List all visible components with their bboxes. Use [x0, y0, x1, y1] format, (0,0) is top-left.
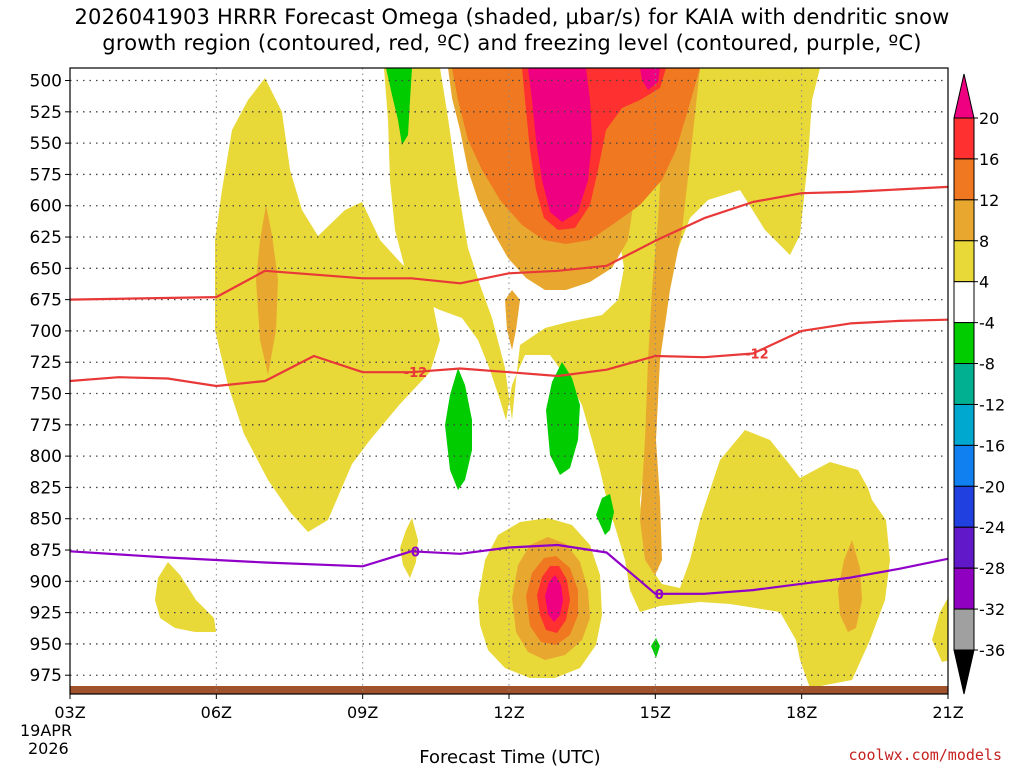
- colorbar-swatch: [953, 526, 975, 569]
- y-tick-label: 650: [30, 259, 62, 279]
- x-tick-label: 06Z: [201, 703, 232, 722]
- colorbar-label: -4: [979, 314, 995, 333]
- omega-green-14z: [596, 494, 614, 535]
- colorbar-swatch: [953, 567, 975, 610]
- y-tick-label: 600: [30, 197, 62, 217]
- colorbar-swatch: [953, 322, 975, 365]
- y-tick-label: 950: [30, 635, 62, 655]
- omega-gold-left: [256, 205, 278, 375]
- colorbar-swatch: [953, 158, 975, 201]
- colorbar-label: -20: [979, 477, 1005, 496]
- colorbar-swatch: [953, 608, 975, 651]
- x-tick-label: 03Z: [54, 703, 85, 722]
- colorbar-swatch: [953, 403, 975, 446]
- y-tick-label: 725: [30, 353, 62, 373]
- y-tick-label: 575: [30, 165, 62, 185]
- colorbar-label: -32: [979, 600, 1005, 619]
- omega-green-13z: [546, 362, 580, 475]
- colorbar-swatch: [953, 281, 975, 324]
- x-tick-label: 12Z: [493, 703, 524, 722]
- x-axis-label: Forecast Time (UTC): [419, 747, 601, 768]
- contour-line-1: [70, 318, 948, 388]
- x-tick-label: 21Z: [932, 703, 963, 722]
- colorbar: 20 16 12 8 4 -4 -8 -12 -16 -20 -24 -28 -32 -36: [953, 73, 1005, 695]
- contour-label: 0: [655, 588, 664, 603]
- colorbar-label: 16: [979, 150, 999, 169]
- x-start-date-line1: 19APR: [20, 721, 72, 740]
- y-tick-label: 825: [30, 478, 62, 498]
- y-tick-label: 675: [30, 291, 62, 311]
- y-tick-label: 500: [30, 72, 62, 92]
- x-axis: 03Z 06Z 09Z 12Z 15Z 18Z 21Z: [54, 694, 964, 722]
- omega-gold-right: [838, 540, 862, 632]
- y-tick-label: 750: [30, 385, 62, 405]
- omega-yellow-small: [400, 518, 418, 578]
- colorbar-swatch: [953, 485, 975, 528]
- y-tick-label: 775: [30, 416, 62, 436]
- colorbar-label: -16: [979, 436, 1005, 455]
- omega-magenta-center: [528, 68, 592, 222]
- y-tick-label: 550: [30, 134, 62, 154]
- x-start-date-line2: 2026: [28, 739, 69, 758]
- contour-line-0: [70, 185, 948, 301]
- omega-yellow-right-edge: [932, 598, 948, 662]
- chart-title: 2026041903 HRRR Forecast Omega (shaded, …: [0, 4, 1024, 56]
- y-tick-label: 700: [30, 322, 62, 342]
- y-tick-label: 800: [30, 447, 62, 467]
- omega-green-top: [386, 68, 412, 145]
- chart-title-line2: growth region (contoured, red, ºC) and f…: [102, 31, 922, 55]
- y-tick-label: 525: [30, 103, 62, 123]
- colorbar-label: -36: [979, 641, 1005, 660]
- colorbar-label: -12: [979, 395, 1005, 414]
- contour-label: 0: [411, 545, 420, 560]
- contour-lines: [70, 185, 948, 595]
- omega-magenta-lower: [545, 575, 563, 622]
- colorbar-swatch: [953, 240, 975, 283]
- contour-line-2: [70, 543, 948, 595]
- y-tick-label: 850: [30, 510, 62, 530]
- colorbar-bottom-triangle: [953, 649, 975, 695]
- colorbar-top-triangle: [953, 73, 975, 119]
- y-tick-label: 625: [30, 228, 62, 248]
- colorbar-label: -24: [979, 518, 1005, 537]
- colorbar-swatch: [953, 199, 975, 242]
- y-tick-label: 975: [30, 666, 62, 686]
- y-axis: 500 525 550 575 600 625 650 675 700 725 750 775 800 8…: [30, 72, 70, 686]
- colorbar-label: 8: [979, 232, 989, 251]
- y-tick-label: 900: [30, 572, 62, 592]
- colorbar-swatch: [953, 117, 975, 160]
- omega-green-15z: [651, 638, 660, 658]
- colorbar-label: 4: [979, 273, 989, 292]
- x-tick-label: 18Z: [786, 703, 817, 722]
- colorbar-label: 20: [979, 109, 999, 128]
- y-tick-label: 875: [30, 541, 62, 561]
- y-tick-label: 925: [30, 604, 62, 624]
- colorbar-label: 12: [979, 191, 999, 210]
- contour-label: -12: [745, 347, 769, 362]
- chart-title-line1: 2026041903 HRRR Forecast Omega (shaded, …: [74, 5, 950, 29]
- colorbar-swatch: [953, 363, 975, 405]
- omega-yellow-center-region: [384, 68, 890, 688]
- colorbar-label: -28: [979, 559, 1005, 578]
- omega-shading: [155, 68, 948, 688]
- omega-yellow-far-left: [155, 562, 216, 632]
- omega-green-11z: [445, 368, 472, 490]
- contour-label: -12: [404, 366, 428, 381]
- colorbar-swatch: [953, 444, 975, 487]
- omega-yellow-left-region: [215, 78, 440, 532]
- contour-labels: -12 -12 0 0: [404, 347, 769, 603]
- x-tick-label: 09Z: [347, 703, 378, 722]
- x-tick-label: 15Z: [640, 703, 671, 722]
- credit-text: coolwx.com/models: [848, 746, 1002, 764]
- colorbar-label: -8: [979, 355, 995, 374]
